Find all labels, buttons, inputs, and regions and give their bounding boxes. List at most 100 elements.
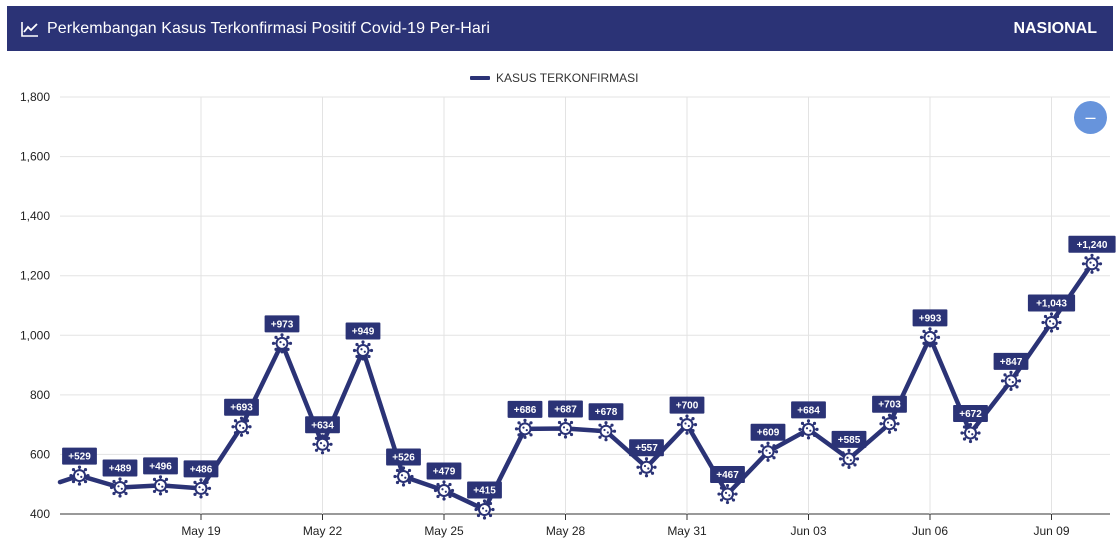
virus-spike-tip [271,341,276,345]
y-axis: 400 600 800 1,000 1,200 1,400 1,600 1,800 [20,90,50,521]
line-chart-icon [21,21,38,37]
virus-spike-tip [922,341,926,345]
virus-spike-tip [367,354,371,359]
virus-body [478,503,491,517]
virus-spike-tip [734,492,738,496]
virus-dot [279,341,282,344]
virus-spike-tip [233,419,238,423]
data-label: +847 [1000,357,1023,368]
virus-spike-tip [960,431,964,435]
virus-spike-tip [274,335,278,339]
virus-spike-tip [896,422,900,426]
x-axis: May 19 May 22 May 25 May 28 May 31 Jun 03 Jun … [181,514,1070,538]
virus-spike-tip [928,327,932,331]
virus-dot [643,464,647,468]
virus-spike-tip [86,473,90,478]
virus-dot [80,475,83,478]
virus-spike-tip [312,442,316,446]
virus-spike-tip [124,479,128,484]
virus-dot [846,456,849,459]
virus-spike-tip [974,425,979,429]
virus-body [73,469,86,483]
virus-spike-tip [124,491,128,496]
data-label-box [588,403,624,421]
zoom-out-button[interactable]: – [1074,101,1107,134]
virus-spike-tip [1003,385,1007,389]
virus-spike-tip [1000,379,1005,383]
y-tick-label: 800 [30,388,50,402]
virus-spike-tip [488,501,493,506]
virus-spike-tip [514,427,519,431]
virus-spike-tip [644,474,649,478]
virus-dot [849,459,852,462]
virus-dot [886,421,890,424]
virus-spike-tip [355,342,359,347]
virus-spike-tip [693,423,698,427]
virus-spike-tip [361,340,365,344]
virus-spike-tip [158,475,163,479]
virus-spike-tip [448,482,452,487]
y-tick-label: 1,000 [20,328,50,342]
virus-marker-icon [109,477,131,498]
virus-spike-tip [691,417,695,421]
virus-spike-tip [800,433,805,438]
virus-spike-tip [69,473,73,478]
virus-spike-tip [1055,326,1060,331]
virus-body [964,426,977,440]
virus-spike-tip [604,438,608,442]
virus-spike-tip [407,480,412,485]
virus-spike-tip [887,430,892,434]
virus-spike-tip [1017,379,1022,383]
virus-spike-tip [245,419,250,423]
virus-spike-tip [766,458,770,462]
virus-body [640,460,653,474]
virus-dot [805,427,809,430]
virus-marker-icon [231,416,252,437]
data-label-box [507,400,543,418]
chart-legend[interactable]: KASUS TERKONFIRMASI [470,69,638,87]
virus-spike-tip [112,491,116,496]
virus-spike-tip [1009,387,1013,391]
data-label-box [791,401,826,419]
data-label: +557 [635,443,658,454]
virus-spike-tip [919,335,924,339]
virus-spike-tip [476,513,481,518]
virus-spike-tip [572,426,576,431]
virus-spike-tip [719,486,724,490]
data-label: +993 [919,313,942,324]
chart-title: Perkembangan Kasus Terkonfirmasi Positif… [47,19,491,37]
virus-dot [1011,381,1014,384]
virus-body [316,437,329,451]
virus-spike-tip [401,466,406,470]
virus-dot [687,424,690,428]
virus-spike-tip [1098,262,1103,266]
virus-spike-tip [436,482,440,487]
virus-body [437,483,451,497]
virus-spike-tip [936,335,941,339]
virus-body [599,424,613,438]
virus-spike-tip [233,431,238,435]
virus-spike-tip [199,478,203,482]
virus-dot [198,486,201,489]
virus-dot [444,490,447,493]
virus-spike-tip [893,416,898,420]
virus-dot [481,507,485,510]
virus-marker-icon [757,441,779,462]
data-label: +585 [838,435,861,446]
virus-spike-tip [610,435,614,439]
virus-dot [242,426,245,430]
data-label-box [1068,235,1116,253]
virus-dot [606,431,609,434]
virus-spike-tip [563,418,568,422]
virus-spike-tip [638,471,643,475]
data-label: +672 [959,409,982,420]
virus-body [154,478,167,492]
virus-dot [404,476,407,479]
data-label-box [831,430,867,448]
virus-spike-tip [644,457,649,461]
virus-spike-tip [725,483,730,488]
y-tick-label: 600 [30,447,50,461]
virus-spike-tip [968,422,973,427]
data-label: +949 [352,326,375,337]
virus-spike-tip [1015,373,1019,377]
